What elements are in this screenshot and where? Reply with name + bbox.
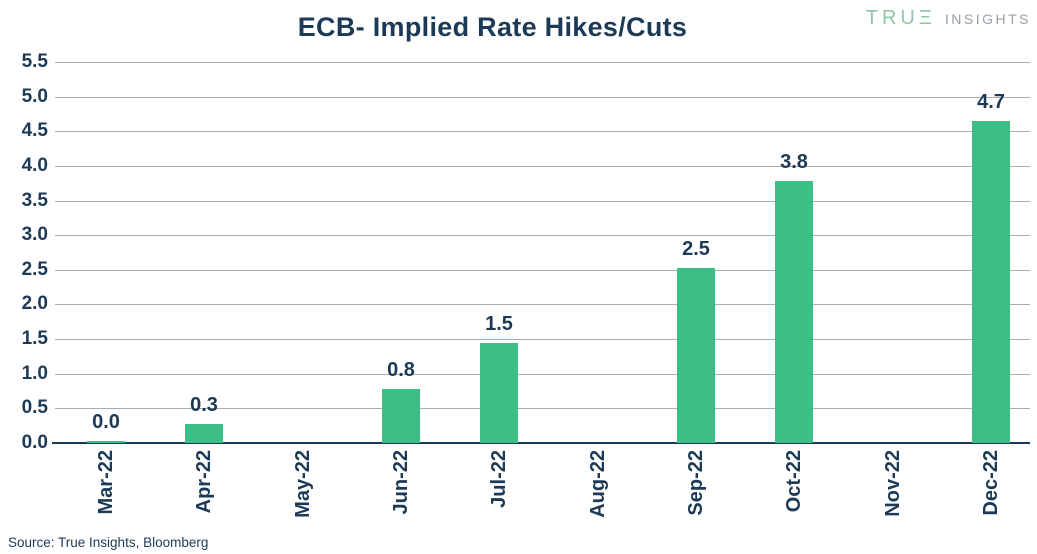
x-axis-label: Dec-22 xyxy=(980,450,1002,516)
gridline xyxy=(55,269,1030,271)
gridline xyxy=(55,408,1030,410)
y-axis-tick-label: 5.0 xyxy=(21,85,48,107)
gridline xyxy=(55,165,1030,167)
true-insights-logo: TRUΞ INSIGHTS xyxy=(866,7,1031,30)
y-axis-tick-label: 2.5 xyxy=(21,258,48,280)
gridline xyxy=(55,235,1030,237)
bar-value-label: 0.0 xyxy=(92,411,120,433)
x-axis-label: Nov-22 xyxy=(882,450,904,517)
bar-jun-22 xyxy=(382,389,420,443)
gridline xyxy=(55,304,1030,306)
bar-value-label: 4.7 xyxy=(977,91,1005,113)
x-axis-label: Jun-22 xyxy=(390,450,412,515)
x-axis-label: Oct-22 xyxy=(783,450,805,513)
bar-jul-22 xyxy=(480,343,518,443)
logo-suffix-text: INSIGHTS xyxy=(944,11,1031,27)
gridline xyxy=(55,339,1030,341)
x-axis-label: Jul-22 xyxy=(488,450,510,508)
gridline xyxy=(55,62,1030,63)
x-axis-label: Mar-22 xyxy=(95,450,117,515)
bar-value-label: 1.5 xyxy=(485,313,513,335)
x-axis-label: Aug-22 xyxy=(587,450,609,518)
gridline xyxy=(55,96,1030,98)
y-axis-tick-label: 0.5 xyxy=(21,397,48,419)
gridline xyxy=(55,373,1030,375)
source-note: Source: True Insights, Bloomberg xyxy=(8,535,209,550)
bar-value-label: 3.8 xyxy=(780,151,808,173)
y-axis-tick-label: 0.0 xyxy=(21,432,48,453)
y-axis-tick-label: 2.0 xyxy=(21,293,48,315)
y-axis-tick-label: 3.5 xyxy=(21,189,48,211)
logo-brand-text: TRUΞ xyxy=(865,7,936,29)
bar-value-label: 0.3 xyxy=(190,394,218,416)
bar-apr-22 xyxy=(185,424,223,443)
bar-mar-22 xyxy=(87,441,125,443)
y-axis-tick-label: 5.5 xyxy=(21,51,48,72)
bar-dec-22 xyxy=(972,121,1010,443)
y-axis-tick-label: 4.5 xyxy=(21,120,48,142)
x-axis-baseline xyxy=(52,442,1030,444)
bar-value-label: 2.5 xyxy=(682,238,710,260)
x-axis-label: May-22 xyxy=(292,450,314,518)
y-axis-tick-label: 1.0 xyxy=(21,362,48,384)
x-axis-label: Apr-22 xyxy=(193,450,215,514)
gridline xyxy=(55,200,1030,202)
bar-sep-22 xyxy=(677,268,715,443)
chart-title: ECB- Implied Rate Hikes/Cuts xyxy=(297,12,688,42)
x-axis-label: Sep-22 xyxy=(685,450,707,516)
y-axis-tick-label: 3.0 xyxy=(21,224,48,246)
y-axis-tick-label: 1.5 xyxy=(21,328,48,350)
bar-oct-22 xyxy=(775,181,813,443)
bar-value-label: 0.8 xyxy=(387,359,415,381)
gridline xyxy=(55,131,1030,133)
y-axis-tick-label: 4.0 xyxy=(21,154,48,176)
